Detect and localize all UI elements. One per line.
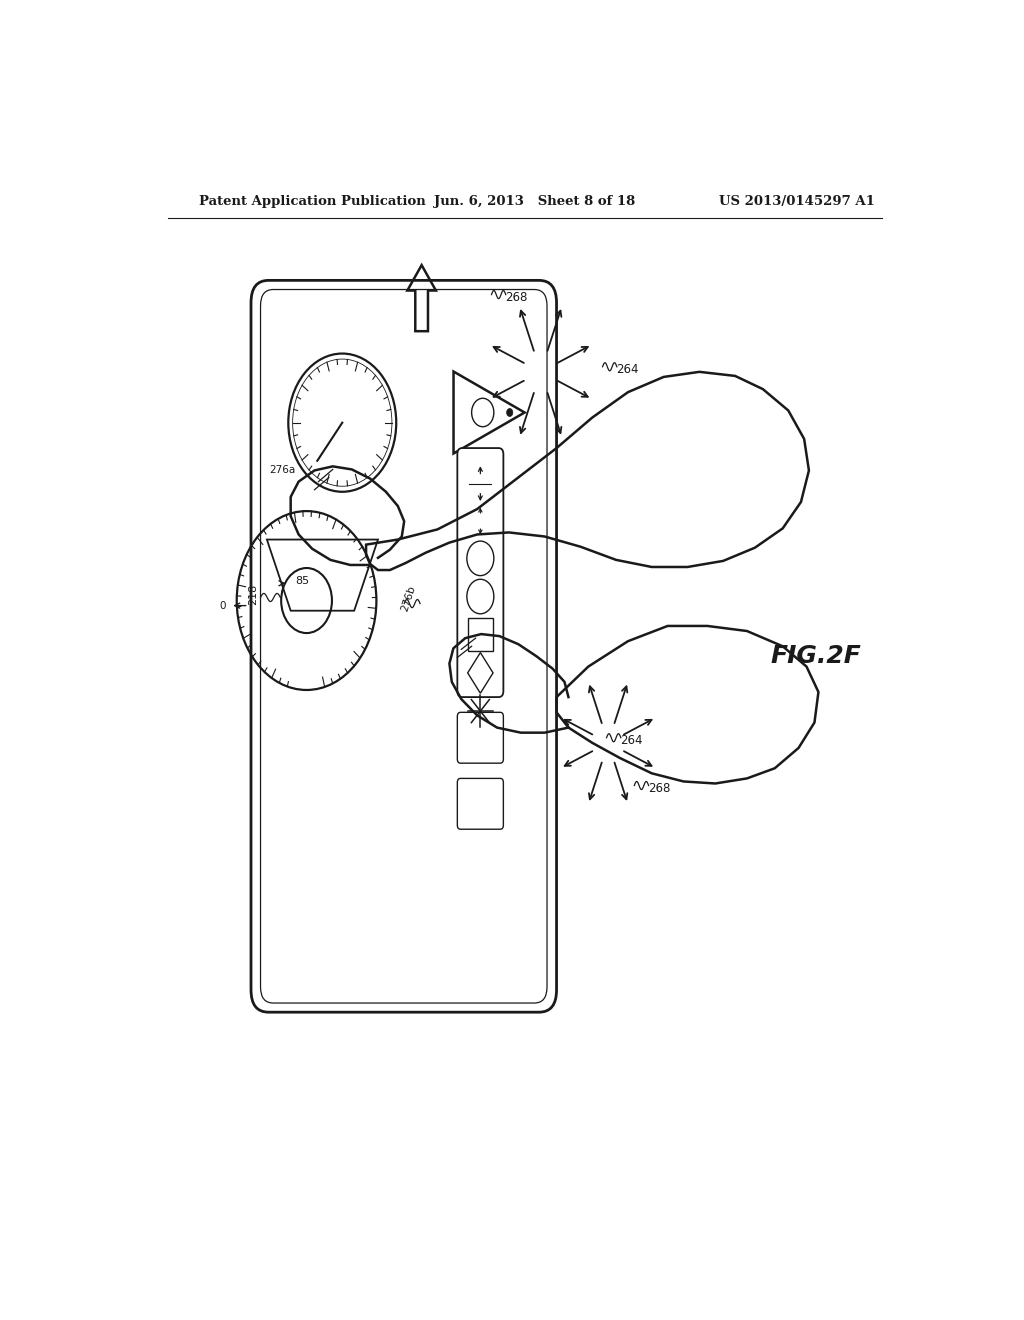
FancyBboxPatch shape bbox=[458, 713, 504, 763]
Text: 276b: 276b bbox=[399, 585, 417, 612]
Text: 264: 264 bbox=[620, 734, 642, 747]
Text: FIG.2F: FIG.2F bbox=[771, 644, 861, 668]
FancyBboxPatch shape bbox=[458, 779, 504, 829]
Text: US 2013/0145297 A1: US 2013/0145297 A1 bbox=[719, 194, 876, 207]
Bar bbox=[468, 619, 494, 651]
Text: 276a: 276a bbox=[269, 466, 296, 475]
Text: 268: 268 bbox=[505, 292, 527, 304]
FancyBboxPatch shape bbox=[251, 280, 557, 1012]
Text: 0: 0 bbox=[219, 601, 225, 611]
FancyBboxPatch shape bbox=[458, 447, 504, 697]
Text: Jun. 6, 2013   Sheet 8 of 18: Jun. 6, 2013 Sheet 8 of 18 bbox=[433, 194, 635, 207]
Text: 85: 85 bbox=[296, 577, 309, 586]
Circle shape bbox=[507, 408, 513, 417]
Text: 218: 218 bbox=[249, 583, 258, 605]
Text: 264: 264 bbox=[616, 363, 639, 376]
Text: Patent Application Publication: Patent Application Publication bbox=[200, 194, 426, 207]
Text: 268: 268 bbox=[648, 781, 670, 795]
